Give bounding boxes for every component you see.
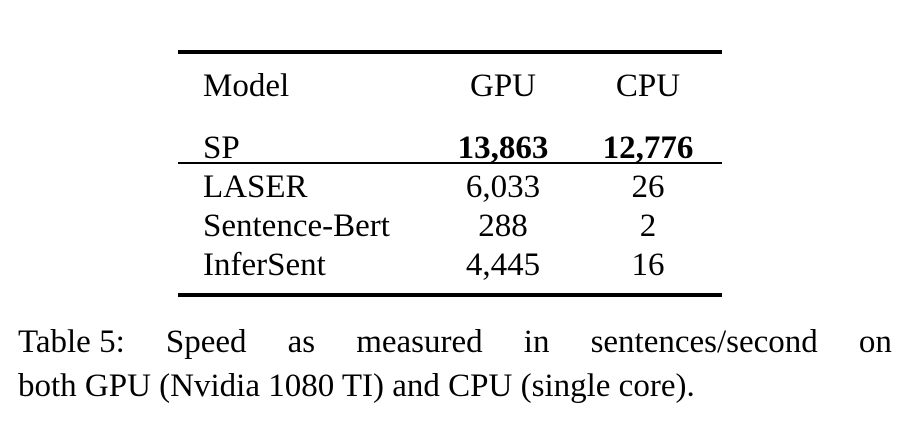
row-gpu-value: 6,033 <box>465 169 541 205</box>
caption-word: as <box>287 324 316 360</box>
caption-word: sentences/second <box>590 324 818 360</box>
row-gpu-value: 288 <box>478 208 528 244</box>
table-top-rule <box>178 50 722 54</box>
table-caption: Table 5: Speed as measured in sentences/… <box>18 320 892 408</box>
row-gpu-value: 13,863 <box>457 130 549 166</box>
caption-word: on <box>858 324 892 360</box>
header-cpu: CPU <box>615 68 681 104</box>
caption-label: Table 5: <box>18 324 125 360</box>
row-cpu-value: 26 <box>631 169 665 205</box>
caption-line-1: Table 5: Speed as measured in sentences/… <box>18 320 892 364</box>
table-header-rule <box>178 162 722 164</box>
caption-word: in <box>523 324 550 360</box>
header-gpu: GPU <box>469 68 537 104</box>
caption-word: Speed <box>165 324 247 360</box>
row-gpu-value: 4,445 <box>465 247 541 283</box>
header-model: Model <box>203 68 290 104</box>
row-cpu-value: 2 <box>639 208 657 244</box>
caption-word: measured <box>356 324 483 360</box>
table-bottom-rule <box>178 293 722 297</box>
row-model: SP <box>203 130 240 166</box>
row-model: Sentence-Bert <box>203 208 390 244</box>
row-model: InferSent <box>203 247 326 283</box>
row-cpu-value: 12,776 <box>602 130 694 166</box>
row-model: LASER <box>203 169 308 205</box>
row-cpu-value: 16 <box>631 247 665 283</box>
caption-line-2: both GPU (Nvidia 1080 TI) and CPU (singl… <box>18 368 695 404</box>
